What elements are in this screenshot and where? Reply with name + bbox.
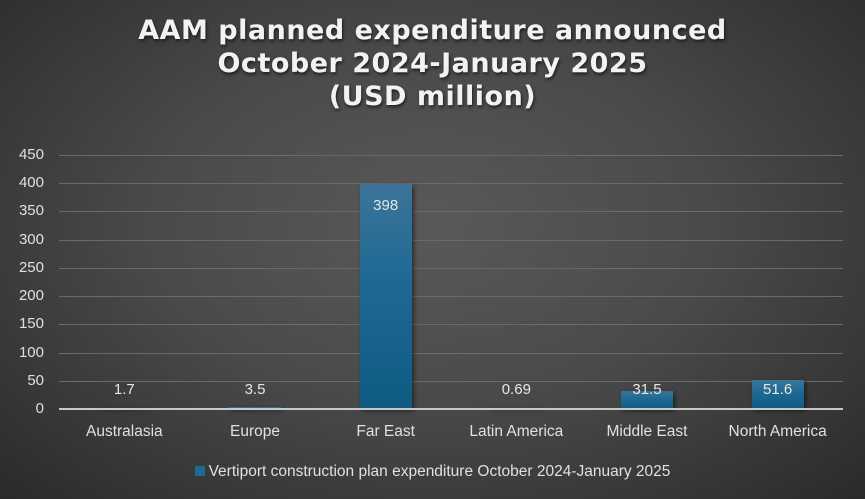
data-label: 0.69 xyxy=(501,381,531,398)
gridline xyxy=(59,268,843,269)
y-tick-label: 0 xyxy=(35,400,44,417)
gridline xyxy=(59,324,843,325)
data-label: 51.6 xyxy=(763,381,793,398)
x-axis-line xyxy=(59,408,843,410)
gridline xyxy=(59,296,843,297)
data-label: 398 xyxy=(373,197,399,215)
x-tick-label: Middle East xyxy=(606,423,688,440)
data-label: 3.5 xyxy=(244,381,266,398)
gridline xyxy=(59,240,843,241)
gridline xyxy=(59,183,843,184)
y-tick-label: 350 xyxy=(18,202,44,219)
y-tick-label: 450 xyxy=(18,146,44,163)
legend-label: Vertiport construction plan expenditure … xyxy=(208,463,671,480)
title-line-2: October 2024-January 2025 xyxy=(217,48,648,79)
legend: Vertiport construction plan expenditure … xyxy=(0,463,865,481)
bar-far-east xyxy=(359,184,412,409)
y-tick-label: 150 xyxy=(18,315,44,332)
gridline xyxy=(59,155,843,156)
x-tick-label: Europe xyxy=(230,423,280,440)
x-tick-label: Far East xyxy=(356,423,415,440)
gridline xyxy=(59,353,843,354)
y-tick-label: 50 xyxy=(27,372,44,389)
x-tick-label: Latin America xyxy=(469,423,564,440)
title-line-1: AAM planned expenditure announced xyxy=(138,15,727,46)
legend-swatch xyxy=(194,466,205,476)
y-tick-label: 200 xyxy=(18,287,44,304)
gridline xyxy=(59,381,843,382)
y-tick-label: 400 xyxy=(18,174,44,191)
y-tick-label: 300 xyxy=(18,231,44,248)
x-tick-label: Australasia xyxy=(85,423,163,440)
y-tick-label: 100 xyxy=(18,344,44,361)
bar-north-america xyxy=(751,379,804,409)
x-tick-label: North America xyxy=(728,423,827,440)
y-tick-label: 250 xyxy=(18,259,44,276)
data-label: 1.7 xyxy=(113,381,135,398)
bar-middle-east xyxy=(621,391,673,409)
chart-title: AAM planned expenditure announced Octobe… xyxy=(0,14,865,113)
gridline xyxy=(59,211,843,212)
data-label: 31.5 xyxy=(632,381,662,398)
title-line-3: (USD million) xyxy=(328,81,537,112)
